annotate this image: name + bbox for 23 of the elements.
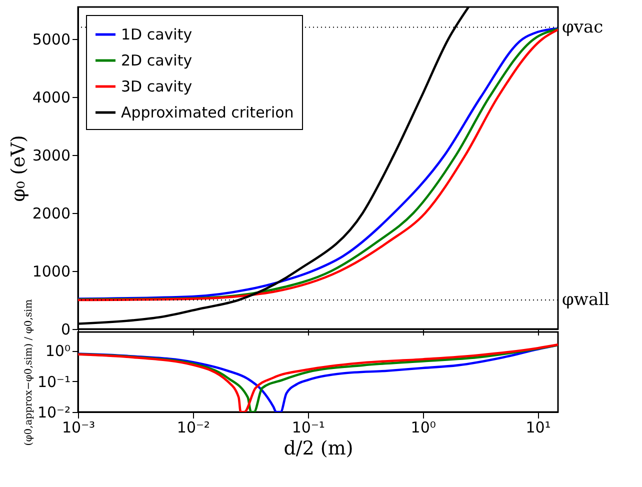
y-tick-label: 4000 [32, 88, 70, 106]
y-tick-label: 10⁻² [37, 404, 70, 422]
legend-label: 2D cavity [121, 52, 192, 70]
x-tick-label: 10⁻¹ [292, 418, 325, 436]
y-tick-label: 10⁰ [45, 342, 70, 360]
y-tick-label: 5000 [32, 30, 70, 48]
legend-label: Approximated criterion [121, 104, 294, 122]
x-axis-title: d/2 (m) [284, 438, 354, 460]
x-tick-label: 10⁻² [176, 418, 210, 436]
y-tick-label: 3000 [32, 146, 70, 164]
y-axis-title: φ₀ (eV) [7, 135, 30, 202]
y-tick-label: 0 [60, 320, 70, 338]
y-tick-label: 2000 [32, 204, 70, 222]
x-tick-label: 10⁰ [410, 418, 436, 436]
ref-line-label: φwall [562, 290, 610, 310]
legend-label: 1D cavity [121, 26, 192, 44]
y-tick-label: 1000 [32, 262, 70, 280]
ref-line-label: φvac [562, 17, 604, 38]
y-axis-title: (φ0,approx−φ0,sim) / φ0,sim [23, 298, 34, 446]
y-tick-label: 10⁻¹ [37, 372, 70, 391]
legend-label: 3D cavity [121, 78, 192, 96]
x-tick-label: 10⁻³ [62, 418, 96, 436]
x-tick-label: 10¹ [526, 418, 551, 436]
